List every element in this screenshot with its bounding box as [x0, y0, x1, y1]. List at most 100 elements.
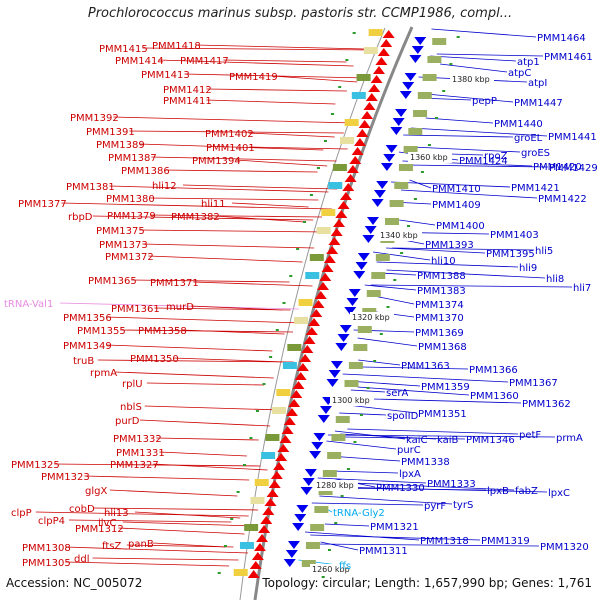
gene-label-pmm1368[interactable]: PMM1368 — [418, 342, 467, 353]
gene-label-pmm1420[interactable]: PMM1420 — [533, 162, 582, 173]
gene-label-pmm1392[interactable]: PMM1392 — [70, 113, 119, 124]
gene-label-pmm1367[interactable]: PMM1367 — [509, 378, 558, 389]
gene-label-pmm1464[interactable]: PMM1464 — [537, 33, 586, 44]
gene-label-pmm1418[interactable]: PMM1418 — [152, 41, 201, 52]
gene-label-pmm1365[interactable]: PMM1365 — [88, 276, 137, 287]
gene-label-cobd[interactable]: cobD — [69, 504, 95, 515]
gene-label-pmm1403[interactable]: PMM1403 — [490, 230, 539, 241]
gene-label-atp1[interactable]: atp1 — [517, 57, 540, 68]
gene-label-rplu[interactable]: rplU — [122, 379, 143, 390]
gene-label-ftsz[interactable]: ftsZ — [102, 541, 121, 552]
gene-label-pmm1422[interactable]: PMM1422 — [538, 194, 587, 205]
gene-label-hli8[interactable]: hli8 — [546, 274, 564, 285]
gene-label-pmm1379[interactable]: PMM1379 — [107, 211, 156, 222]
gene-label-pmm1417[interactable]: PMM1417 — [180, 56, 229, 67]
gene-label-ffs[interactable]: ffs — [339, 561, 351, 572]
gene-label-pyrf[interactable]: pyrF — [424, 501, 446, 512]
gene-label-pmm1387[interactable]: PMM1387 — [108, 153, 157, 164]
gene-label-pmm1371[interactable]: PMM1371 — [150, 278, 199, 289]
gene-label-pmm1359[interactable]: PMM1359 — [421, 382, 470, 393]
gene-label-pmm1393[interactable]: PMM1393 — [425, 240, 474, 251]
gene-label-pmm1409[interactable]: PMM1409 — [432, 200, 481, 211]
gene-label-pmm1366[interactable]: PMM1366 — [469, 365, 518, 376]
gene-label-pmm1440[interactable]: PMM1440 — [494, 119, 543, 130]
gene-label-pmm1361[interactable]: PMM1361 — [111, 304, 160, 315]
gene-label-hli9[interactable]: hli9 — [519, 263, 537, 274]
gene-label-atpi[interactable]: atpI — [528, 78, 547, 89]
gene-label-pmm1421[interactable]: PMM1421 — [511, 183, 560, 194]
gene-label-hli13[interactable]: hli13 — [104, 508, 129, 519]
gene-label-murd[interactable]: murD — [166, 302, 194, 313]
gene-label-pmm1363[interactable]: PMM1363 — [401, 361, 450, 372]
gene-label-groes[interactable]: groES — [521, 148, 550, 159]
gene-label-trna-gly2[interactable]: tRNA-Gly2 — [333, 508, 385, 519]
gene-label-pmm1380[interactable]: PMM1380 — [106, 194, 155, 205]
gene-label-pmm1333[interactable]: PMM1333 — [427, 479, 476, 490]
gene-label-pmm1372[interactable]: PMM1372 — [105, 252, 154, 263]
gene-label-pmm1413[interactable]: PMM1413 — [141, 70, 190, 81]
gene-label-pmm1321[interactable]: PMM1321 — [370, 522, 419, 533]
gene-label-nbls[interactable]: nblS — [120, 402, 142, 413]
gene-label-kaic[interactable]: kaiC — [406, 435, 428, 446]
gene-label-purd[interactable]: purD — [115, 416, 140, 427]
gene-label-purc[interactable]: purC — [397, 445, 421, 456]
gene-label-pmm1383[interactable]: PMM1383 — [417, 286, 466, 297]
gene-label-pmm1447[interactable]: PMM1447 — [514, 98, 563, 109]
gene-label-pmm1382[interactable]: PMM1382 — [171, 212, 220, 223]
gene-label-pmm1330[interactable]: PMM1330 — [376, 483, 425, 494]
gene-label-pmm1305[interactable]: PMM1305 — [22, 558, 71, 569]
gene-label-spoiid[interactable]: spoIID — [387, 411, 419, 422]
gene-label-pmm1338[interactable]: PMM1338 — [401, 457, 450, 468]
gene-label-kaib[interactable]: kaiB — [437, 435, 459, 446]
gene-label-pmm1401[interactable]: PMM1401 — [206, 143, 255, 154]
gene-label-lpxa[interactable]: lpxA — [399, 469, 421, 480]
gene-label-pmm1323[interactable]: PMM1323 — [41, 472, 90, 483]
gene-label-hli5[interactable]: hli5 — [535, 246, 553, 257]
gene-label-lpxb[interactable]: lpxB — [487, 486, 509, 497]
gene-label-pmm1358[interactable]: PMM1358 — [138, 326, 187, 337]
gene-label-fabz[interactable]: fabZ — [515, 486, 538, 497]
gene-label-pmm1377[interactable]: PMM1377 — [18, 199, 67, 210]
gene-label-pmm1346[interactable]: PMM1346 — [466, 435, 515, 446]
gene-label-tyrs[interactable]: tyrS — [453, 500, 473, 511]
gene-label-pmm1400[interactable]: PMM1400 — [436, 221, 485, 232]
gene-label-pmm1424[interactable]: PMM1424 — [459, 156, 508, 167]
gene-label-pmm1318[interactable]: PMM1318 — [420, 536, 469, 547]
gene-label-rpma[interactable]: rpmA — [90, 368, 117, 379]
gene-label-pmm1411[interactable]: PMM1411 — [163, 96, 212, 107]
gene-label-clpp4[interactable]: clpP4 — [38, 516, 65, 527]
gene-label-pmm1311[interactable]: PMM1311 — [359, 546, 408, 557]
gene-label-trna-val1[interactable]: tRNA-Val1 — [4, 299, 53, 310]
gene-label-pmm1319[interactable]: PMM1319 — [481, 536, 530, 547]
gene-label-pmm1395[interactable]: PMM1395 — [486, 249, 535, 260]
gene-label-pmm1415[interactable]: PMM1415 — [99, 44, 148, 55]
gene-label-pmm1360[interactable]: PMM1360 — [470, 391, 519, 402]
gene-label-pmm1320[interactable]: PMM1320 — [540, 542, 589, 553]
gene-label-pmm1391[interactable]: PMM1391 — [86, 127, 135, 138]
gene-label-glgx[interactable]: glgX — [85, 486, 107, 497]
gene-label-pmm1370[interactable]: PMM1370 — [415, 313, 464, 324]
gene-label-trub[interactable]: truB — [73, 356, 94, 367]
gene-label-pmm1412[interactable]: PMM1412 — [163, 85, 212, 96]
gene-label-petf[interactable]: petF — [519, 430, 541, 441]
gene-label-pmm1375[interactable]: PMM1375 — [96, 226, 145, 237]
gene-label-pmm1461[interactable]: PMM1461 — [544, 52, 593, 63]
gene-label-pmm1386[interactable]: PMM1386 — [121, 166, 170, 177]
gene-label-pmm1331[interactable]: PMM1331 — [116, 448, 165, 459]
gene-label-pmm1349[interactable]: PMM1349 — [63, 341, 112, 352]
gene-label-hli11[interactable]: hli11 — [201, 199, 226, 210]
gene-label-pmm1429[interactable]: PMM1429 — [549, 163, 598, 174]
gene-label-pmm1381[interactable]: PMM1381 — [66, 182, 115, 193]
gene-label-hli12[interactable]: hli12 — [152, 181, 177, 192]
gene-label-hli7[interactable]: hli7 — [573, 283, 591, 294]
gene-label-pmm1414[interactable]: PMM1414 — [115, 56, 164, 67]
gene-label-pmm1332[interactable]: PMM1332 — [113, 434, 162, 445]
gene-label-panb[interactable]: panB — [128, 539, 154, 550]
gene-label-pmm1389[interactable]: PMM1389 — [96, 140, 145, 151]
gene-label-lpxc[interactable]: lpxC — [548, 488, 570, 499]
gene-label-pmm1369[interactable]: PMM1369 — [415, 328, 464, 339]
gene-label-pmm1388[interactable]: PMM1388 — [417, 271, 466, 282]
gene-label-pmm1373[interactable]: PMM1373 — [99, 240, 148, 251]
gene-label-pmm1394[interactable]: PMM1394 — [192, 156, 241, 167]
gene-label-pmm1308[interactable]: PMM1308 — [22, 543, 71, 554]
